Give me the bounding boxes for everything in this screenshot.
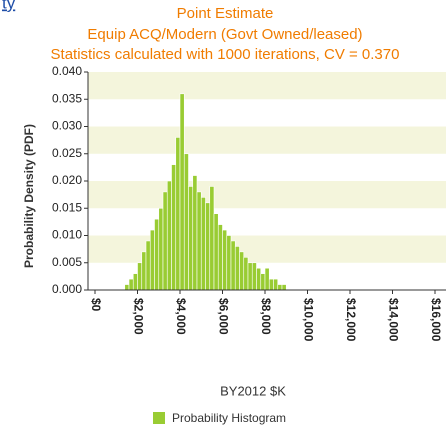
bar xyxy=(175,137,181,291)
x-tick-label: $14,000 xyxy=(386,298,400,342)
bar xyxy=(137,262,143,291)
x-tick-label: $10,000 xyxy=(301,298,315,342)
header-link[interactable]: ty xyxy=(2,0,16,12)
chart-note: Statistics calculated with 1000 iteratio… xyxy=(51,46,400,63)
bar xyxy=(277,284,283,291)
x-tick-label: $0 xyxy=(89,298,103,312)
plot-area: 0.000 0.005 0.010 0.015 0.020 0.025 0.030 0.035… xyxy=(52,64,446,342)
bar xyxy=(158,207,164,291)
chart-title: Point Estimate xyxy=(177,5,274,22)
bar xyxy=(243,256,249,291)
x-tick-label: $12,000 xyxy=(344,298,358,342)
bar xyxy=(256,267,262,291)
y-tick-label: 0.020 xyxy=(52,173,82,187)
bar xyxy=(209,186,215,291)
x-tick-label: $6,000 xyxy=(216,298,230,335)
bar xyxy=(196,191,202,291)
x-tick-label: $4,000 xyxy=(174,298,188,335)
chart-subtitle: Equip ACQ/Modern (Govt Owned/leased) xyxy=(87,26,362,43)
bar xyxy=(264,267,270,291)
x-axis-label: BY2012 $K xyxy=(220,383,286,398)
grid-band xyxy=(88,72,446,100)
bar xyxy=(171,164,177,291)
bar xyxy=(145,240,151,291)
x-tick-label: $8,000 xyxy=(259,298,273,335)
x-tick-label: $2,000 xyxy=(131,298,145,335)
bar xyxy=(200,197,206,291)
bar xyxy=(251,262,257,291)
bar xyxy=(268,278,274,291)
bar xyxy=(166,180,172,291)
bar xyxy=(239,251,245,291)
y-tick-label: 0.005 xyxy=(52,255,82,269)
bar xyxy=(149,229,155,291)
bar xyxy=(179,93,185,291)
x-tick-label: $16,000 xyxy=(429,298,443,342)
y-tick-label: 0.010 xyxy=(52,228,82,242)
bar xyxy=(124,284,130,291)
y-tick-label: 0.025 xyxy=(52,146,82,160)
bar xyxy=(230,240,236,291)
bar xyxy=(205,202,211,291)
bar xyxy=(213,213,219,291)
bar xyxy=(234,246,240,291)
bar xyxy=(162,191,168,291)
bar xyxy=(132,273,138,291)
y-axis-label: Probability Density (PDF) xyxy=(22,124,36,268)
y-tick-label: 0.040 xyxy=(52,64,82,78)
bar xyxy=(128,278,134,291)
bar xyxy=(188,186,194,291)
bar xyxy=(154,218,160,291)
bar xyxy=(222,229,228,291)
bar xyxy=(192,175,198,291)
bar xyxy=(281,284,287,291)
legend-swatch xyxy=(153,412,165,424)
bar xyxy=(141,251,147,291)
bar xyxy=(183,153,189,291)
bar xyxy=(247,262,253,291)
y-tick-label: 0.000 xyxy=(52,282,82,296)
bar xyxy=(217,224,223,291)
legend-label: Probability Histogram xyxy=(172,411,286,425)
y-tick-label: 0.035 xyxy=(52,91,82,105)
bar xyxy=(260,273,266,291)
grid-band xyxy=(88,126,446,154)
y-tick-label: 0.030 xyxy=(52,119,82,133)
y-tick-label: 0.015 xyxy=(52,200,82,214)
grid-band xyxy=(88,181,446,209)
bar xyxy=(226,235,232,291)
bar xyxy=(273,278,279,291)
